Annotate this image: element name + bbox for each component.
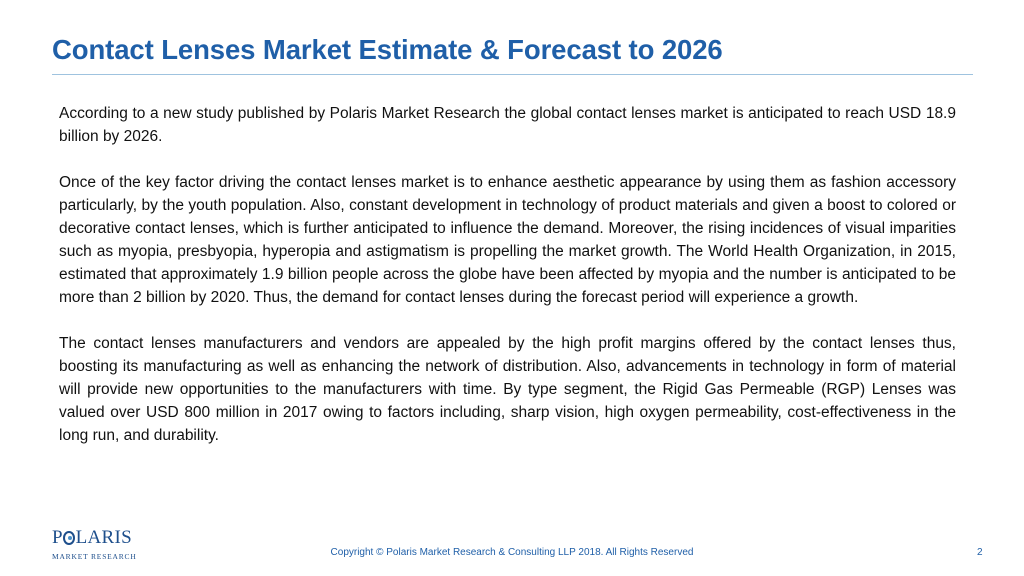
slide-title: Contact Lenses Market Estimate & Forecas… <box>52 34 723 65</box>
page-number: 2 <box>977 547 983 558</box>
logo-letters-rest: LARIS <box>75 527 132 548</box>
logo-wordmark: P LARIS <box>52 528 132 548</box>
logo-subtitle: MARKET RESEARCH <box>52 552 137 561</box>
paragraph-market-size: According to a new study published by Po… <box>59 105 956 145</box>
logo-letter-p: P <box>52 527 63 548</box>
paragraph-key-drivers: Once of the key factor driving the conta… <box>59 174 956 306</box>
logo-o-icon <box>63 531 76 545</box>
polaris-logo: P LARIS MARKET RESEARCH <box>52 528 137 562</box>
paragraph-manufacturers: The contact lenses manufacturers and ven… <box>59 335 956 444</box>
slide-body: According to a new study published by Po… <box>59 102 956 447</box>
title-divider <box>52 74 973 75</box>
footer-copyright: Copyright © Polaris Market Research & Co… <box>330 547 694 558</box>
